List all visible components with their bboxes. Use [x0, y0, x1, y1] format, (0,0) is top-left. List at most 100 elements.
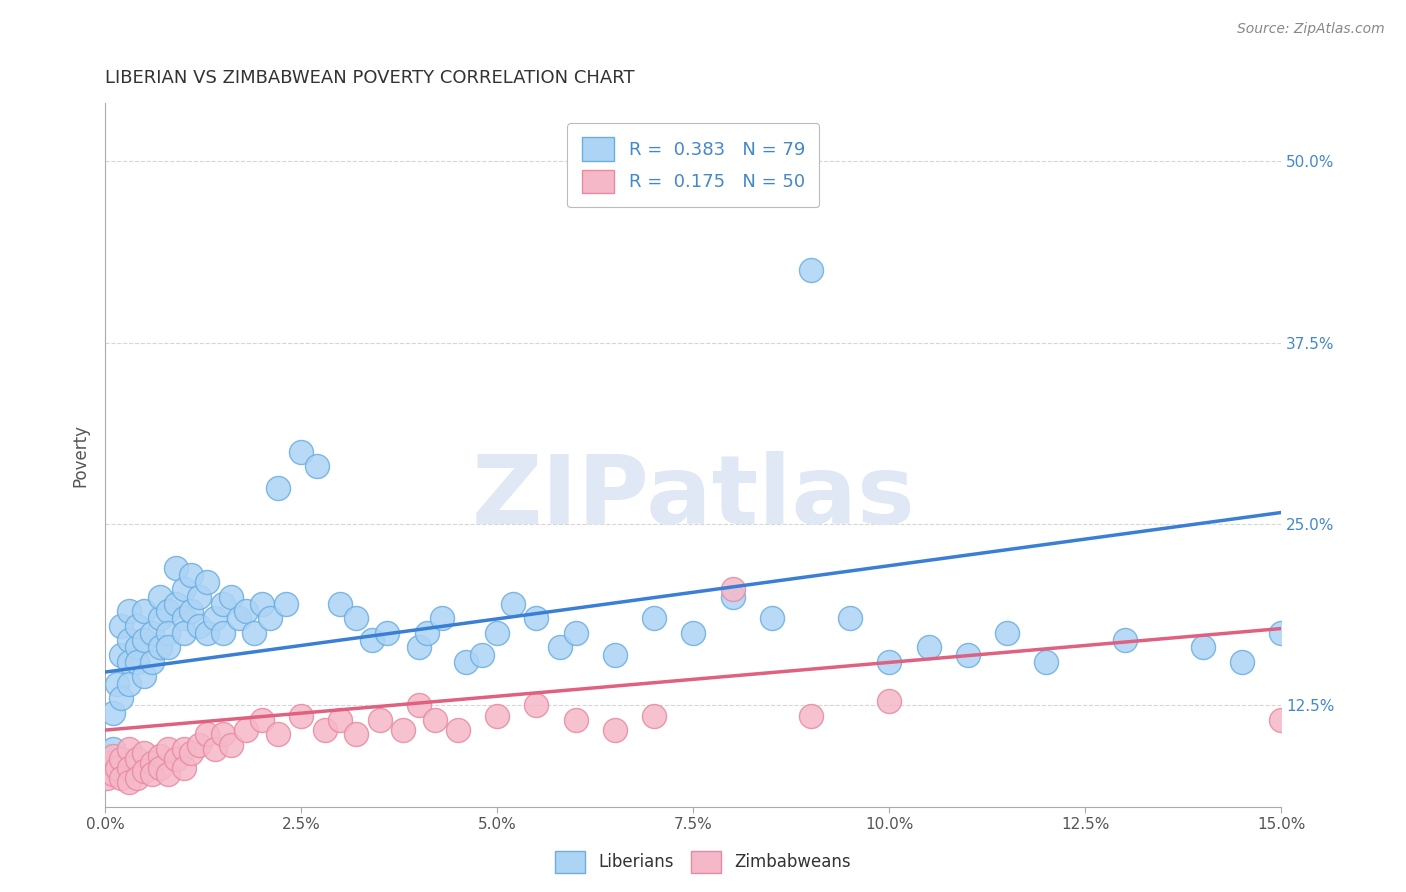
Point [526, 698, 548, 713]
Point [235, 604, 257, 618]
Point [118, 604, 141, 618]
Point [360, 633, 382, 648]
Point [290, 708, 312, 723]
Point [101, 766, 124, 780]
Point [486, 708, 509, 723]
Point [1270, 713, 1292, 727]
Point [134, 747, 156, 761]
Point [156, 640, 179, 655]
Point [267, 481, 290, 495]
Point [879, 655, 901, 669]
Point [1035, 655, 1057, 669]
Point [134, 633, 156, 648]
Point [141, 626, 163, 640]
Point [721, 590, 744, 604]
Point [149, 749, 172, 764]
Point [290, 444, 312, 458]
Point [408, 698, 430, 713]
Point [149, 590, 172, 604]
Point [173, 611, 195, 625]
Point [471, 648, 494, 662]
Point [110, 648, 132, 662]
Point [329, 713, 352, 727]
Legend: Liberians, Zimbabweans: Liberians, Zimbabweans [548, 845, 858, 880]
Point [98, 752, 121, 766]
Point [105, 676, 128, 690]
Point [454, 655, 477, 669]
Point [149, 611, 172, 625]
Point [211, 597, 233, 611]
Point [141, 655, 163, 669]
Point [274, 597, 297, 611]
Point [125, 655, 148, 669]
Point [188, 590, 211, 604]
Point [329, 597, 352, 611]
Point [110, 771, 132, 785]
Point [118, 761, 141, 775]
Point [800, 263, 823, 277]
Point [344, 727, 367, 741]
Point [125, 752, 148, 766]
Point [134, 764, 156, 778]
Point [125, 618, 148, 632]
Point [204, 742, 226, 756]
Point [188, 618, 211, 632]
Point [415, 626, 437, 640]
Point [995, 626, 1018, 640]
Point [141, 766, 163, 780]
Point [204, 611, 226, 625]
Point [447, 723, 470, 737]
Text: Source: ZipAtlas.com: Source: ZipAtlas.com [1237, 22, 1385, 37]
Point [180, 567, 202, 582]
Point [1192, 640, 1215, 655]
Point [149, 761, 172, 775]
Point [118, 775, 141, 789]
Point [101, 706, 124, 720]
Point [486, 626, 509, 640]
Point [243, 626, 266, 640]
Point [156, 766, 179, 780]
Point [156, 742, 179, 756]
Point [305, 458, 328, 473]
Point [134, 669, 156, 683]
Point [721, 582, 744, 597]
Point [564, 713, 586, 727]
Point [314, 723, 336, 737]
Point [603, 723, 626, 737]
Point [643, 611, 665, 625]
Point [180, 747, 202, 761]
Point [110, 618, 132, 632]
Point [526, 611, 548, 625]
Point [392, 723, 415, 737]
Point [235, 723, 257, 737]
Point [195, 575, 218, 590]
Point [195, 727, 218, 741]
Legend: R =  0.383   N = 79, R =  0.175   N = 50: R = 0.383 N = 79, R = 0.175 N = 50 [567, 123, 820, 207]
Point [118, 742, 141, 756]
Point [377, 626, 399, 640]
Point [564, 626, 586, 640]
Point [1270, 626, 1292, 640]
Point [211, 727, 233, 741]
Point [219, 590, 242, 604]
Point [682, 626, 704, 640]
Point [643, 708, 665, 723]
Point [156, 626, 179, 640]
Point [101, 742, 124, 756]
Point [173, 626, 195, 640]
Point [839, 611, 862, 625]
Point [408, 640, 430, 655]
Point [173, 742, 195, 756]
Point [259, 611, 281, 625]
Point [250, 713, 273, 727]
Point [165, 752, 187, 766]
Point [98, 756, 121, 771]
Point [149, 640, 172, 655]
Point [761, 611, 783, 625]
Point [165, 560, 187, 574]
Point [96, 771, 118, 785]
Point [188, 738, 211, 752]
Point [156, 604, 179, 618]
Point [502, 597, 524, 611]
Point [211, 626, 233, 640]
